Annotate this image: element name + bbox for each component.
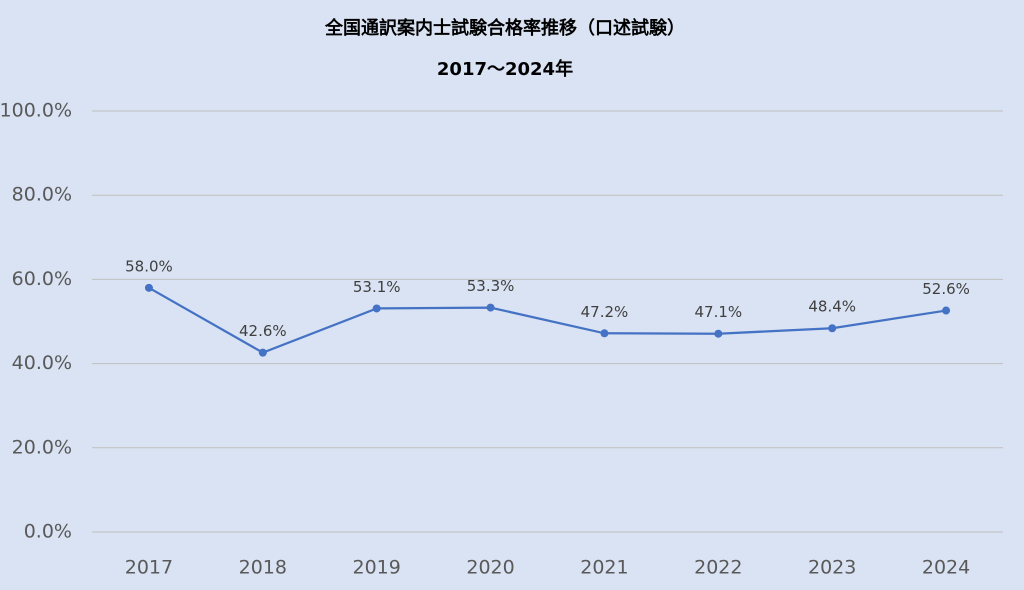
y-tick-label: 60.0%: [12, 268, 72, 290]
x-tick-label: 2018: [239, 557, 287, 579]
y-tick-label: 40.0%: [12, 352, 72, 374]
marker: [828, 324, 837, 333]
marker: [600, 329, 609, 338]
x-tick-label: 2019: [353, 557, 401, 579]
value-label: 53.3%: [467, 277, 515, 295]
value-label: 52.6%: [922, 280, 970, 298]
x-tick-label: 2017: [125, 557, 173, 579]
marker: [486, 303, 495, 312]
marker: [942, 306, 951, 315]
x-tick-label: 2021: [580, 557, 628, 579]
marker: [714, 329, 723, 338]
line: [148, 286, 947, 354]
x-tick-label: 2023: [808, 557, 856, 579]
chart-title: 全国通訳案内士試験合格率推移（口述試験）: [324, 17, 685, 39]
value-label: 42.6%: [239, 322, 287, 340]
y-tick-label: 20.0%: [12, 436, 72, 458]
x-tick-label: 2022: [694, 557, 742, 579]
marker: [144, 283, 153, 292]
marker: [258, 348, 267, 357]
value-label: 58.0%: [125, 257, 173, 275]
value-label: 53.1%: [353, 278, 401, 296]
chart-subtitle: 2017〜2024年: [437, 58, 573, 80]
marker: [372, 304, 381, 313]
value-label: 48.4%: [808, 298, 856, 316]
y-tick-label: 80.0%: [12, 184, 72, 206]
x-tick-label: 2024: [922, 557, 970, 579]
y-tick-label: 0.0%: [24, 521, 72, 543]
y-tick-label: 100.0%: [0, 100, 72, 122]
value-label: 47.1%: [694, 303, 742, 321]
x-tick-label: 2020: [466, 557, 514, 579]
value-label: 47.2%: [581, 303, 629, 321]
